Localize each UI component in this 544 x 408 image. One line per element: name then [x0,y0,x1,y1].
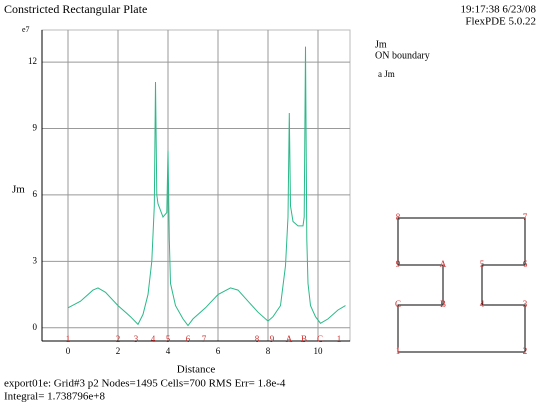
y-tick-label: 6 [33,189,38,199]
point-marker: C [317,334,323,344]
boundary-label: 2 [523,346,528,356]
boundary-shape [397,217,526,353]
point-marker: A [286,334,293,344]
boundary-label: B [440,299,446,309]
boundary-label: C [395,299,401,309]
timestamp: 19:17:38 6/23/08 [461,4,537,16]
y-exponent: e7 [22,25,30,34]
x-tick-label: 6 [216,346,221,356]
boundary-label: 8 [396,212,401,222]
legend-title: Jm [375,39,387,50]
point-marker: 4 [151,334,156,344]
x-tick-label: 10 [314,346,324,356]
line [67,46,346,327]
x-tick-label: 2 [116,346,121,356]
footer-line: export01e: Grid#3 p2 Nodes=1495 Cells=70… [4,378,286,390]
boundary-label: 5 [480,259,485,269]
y-tick-label: 9 [33,123,38,133]
point-marker: 5 [166,334,171,344]
boundary-label: 3 [523,299,528,309]
boundary-label: 4 [480,299,485,309]
point-marker: 9 [270,334,275,344]
legend-entry: a Jm [378,69,395,79]
boundary-label: A [440,259,447,269]
x-axis-label: Distance [177,364,216,376]
legend-subtitle: ON boundary [375,50,430,61]
y-tick-label: 0 [33,322,38,332]
boundary-label: 7 [523,212,528,222]
y-tick-label: 12 [28,56,37,66]
point-marker: 8 [255,334,260,344]
version: FlexPDE 5.0.22 [465,16,536,28]
footer-line: Integral= 1.738796e+8 [4,391,105,403]
boundary-label: 1 [396,346,401,356]
boundary-label: 9 [396,259,401,269]
point-marker: 6 [186,334,191,344]
y-tick-label: 3 [33,255,38,265]
x-tick-label: 8 [266,346,271,356]
x-tick-label: 0 [66,346,71,356]
x-tick-label: 4 [166,346,171,356]
title: Constricted Rectangular Plate [4,2,147,16]
point-marker: B [301,334,307,344]
point-marker: 3 [134,334,139,344]
point-marker: 7 [202,334,207,344]
point-marker: 1 [337,334,342,344]
point-marker: 1 [66,334,71,344]
y-axis-label: Jm [12,184,25,196]
point-marker: 2 [116,334,121,344]
boundary-label: 6 [523,259,528,269]
